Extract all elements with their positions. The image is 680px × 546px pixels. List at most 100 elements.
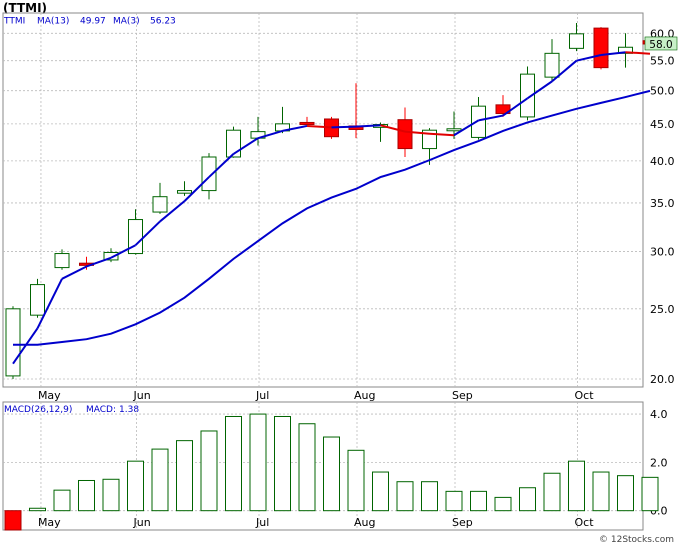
macd-panel: MACD(26,12,9) MACD: 1.38 0.02.04.0 May Ju… (2, 401, 668, 531)
macd-value: 1.38 (119, 405, 139, 415)
price-x-tick-label: Jun (133, 389, 151, 402)
price-y-tick-label: 45.0 (650, 118, 675, 131)
macd-bar (592, 471, 610, 512)
candle-body (544, 52, 560, 78)
candle-body (446, 128, 462, 132)
ticker-label: (TTMI) (3, 1, 47, 15)
ma3-line-segment (110, 244, 136, 259)
ma3-line-segment (380, 124, 406, 133)
price-x-tick-label: Sep (452, 389, 473, 402)
ma3-line-segment (576, 54, 602, 62)
price-gridlines (3, 13, 643, 387)
ma3-line-segment (282, 124, 308, 132)
macd-bar (494, 496, 512, 512)
ma3-line-segment (404, 130, 430, 135)
candle-body (152, 196, 168, 213)
macd-bar (396, 481, 414, 512)
ma3-line-segment (208, 153, 235, 178)
price-x-axis: May Jun Jul Aug Sep Oct (38, 389, 594, 402)
last-price-value: 58.0 (649, 39, 672, 51)
macd-bar (53, 489, 71, 512)
macd-value-label: MACD: (86, 405, 116, 415)
macd-bar (543, 472, 561, 512)
ma3-line-segment (625, 51, 651, 55)
macd-bar (274, 415, 291, 512)
ma3-line-segment (502, 97, 529, 117)
price-x-tick-label: Jul (255, 389, 269, 402)
price-y-tick-label: 30.0 (650, 245, 675, 258)
macd-bar (249, 413, 267, 512)
last-price-box (644, 36, 678, 51)
price-panel: 20.025.030.035.040.045.050.055.060.0 May… (2, 12, 678, 402)
macd-bar (568, 460, 585, 512)
macd-bar (470, 490, 487, 512)
candle-body (177, 190, 192, 194)
ma3-line-segment (551, 59, 578, 83)
macd-bar (225, 415, 242, 512)
candle-body (495, 104, 511, 115)
candle-body (618, 46, 633, 54)
ma3-line-segment (183, 176, 210, 202)
ma3-line-segment (232, 137, 259, 155)
price-panel-frame (2, 12, 644, 388)
macd-bar (421, 481, 438, 512)
macd-bar (323, 436, 340, 512)
macd-bars (4, 413, 659, 531)
candlesticks (5, 22, 658, 380)
legend-ma13-label: MA(13) (37, 17, 69, 27)
macd-x-tick-label: Aug (354, 516, 375, 529)
macd-bar (641, 476, 659, 512)
ma3-line-segment (134, 220, 161, 246)
last-price-tag: 58.0 (644, 36, 678, 51)
macd-y-tick-label: 4.0 (650, 408, 668, 421)
ma3-line-segment (159, 200, 186, 223)
macd-bar (127, 460, 144, 512)
candle-body (201, 156, 217, 192)
price-y-tick-label: 55.0 (650, 55, 675, 68)
price-x-tick-label: May (38, 389, 61, 402)
macd-bar (151, 448, 169, 512)
legend-ticker: TTMI (3, 17, 25, 27)
macd-label: MACD(26,12,9) (4, 405, 72, 415)
price-y-tick-label: 20.0 (650, 373, 675, 386)
candle-body (226, 129, 241, 158)
ma3-line-segment (331, 125, 357, 129)
legend-ma3-label: MA(3) (113, 17, 140, 27)
candle-body (54, 253, 70, 269)
macd-x-tick-label: Jul (255, 516, 269, 529)
price-y-tick-label: 50.0 (650, 85, 675, 98)
candle-body (5, 308, 21, 377)
macd-y-axis: 0.02.04.0 (650, 408, 668, 518)
candle-body (299, 121, 315, 126)
macd-bar (78, 479, 95, 512)
candle-body (471, 105, 486, 138)
ma3-line-segment (36, 278, 63, 329)
macd-x-tick-label: Sep (452, 516, 473, 529)
ma3-line-segment (526, 80, 553, 100)
candle-body (593, 27, 609, 69)
macd-bar (102, 478, 120, 512)
ma3-line-segment (61, 265, 87, 280)
watermark: © 12Stocks.com (599, 535, 674, 545)
price-x-tick-label: Oct (575, 389, 595, 402)
legend-ma3-value: 56.23 (150, 17, 176, 27)
candle-body (103, 251, 119, 261)
macd-bar (445, 490, 463, 512)
candle-body (397, 119, 413, 150)
candle-body (569, 33, 584, 49)
price-y-axis: 20.025.030.035.040.045.050.055.060.0 (650, 27, 675, 386)
macd-bar (617, 475, 634, 512)
legend-ma13-value: 49.97 (80, 17, 106, 27)
candle-body (128, 219, 143, 255)
ma3-line-segment (306, 124, 332, 129)
price-y-tick-label: 40.0 (650, 155, 675, 168)
macd-bar (4, 510, 22, 531)
ma3-line-segment (429, 132, 455, 137)
price-y-tick-label: 35.0 (650, 197, 675, 210)
macd-bar (176, 440, 193, 512)
macd-x-axis: May Jun Jul Aug Sep Oct (38, 516, 594, 529)
macd-x-tick-label: Jun (133, 516, 151, 529)
macd-y-tick-label: 2.0 (650, 456, 668, 469)
ma13-line (13, 89, 651, 346)
